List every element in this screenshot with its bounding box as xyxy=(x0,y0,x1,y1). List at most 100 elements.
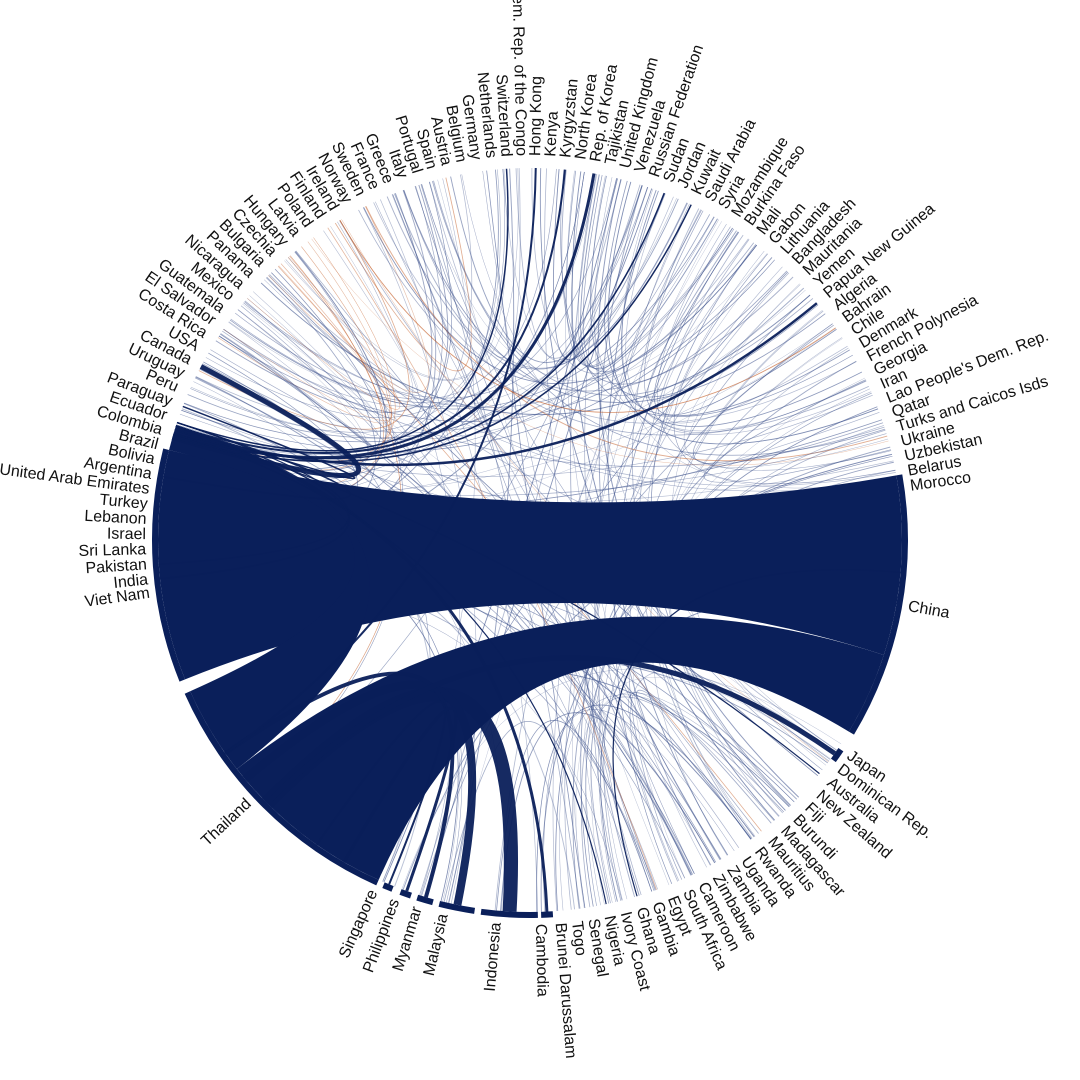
segment-japan xyxy=(830,748,844,763)
minor-flow xyxy=(531,168,749,374)
minor-flow xyxy=(661,244,848,424)
minor-flow xyxy=(187,198,679,439)
minor-flow xyxy=(553,169,653,360)
flow-hong-kong-to-thailand xyxy=(224,168,537,755)
minor-flow xyxy=(246,225,414,404)
minor-flow xyxy=(647,230,805,402)
flow-japan-to-thailand xyxy=(265,655,837,805)
flow-thailand-to-viet-nam xyxy=(169,425,370,770)
minor-flow xyxy=(604,180,850,417)
flow-papua-new-guinea-to-viet-nam xyxy=(174,302,818,467)
minor-flow xyxy=(365,205,888,462)
label-pakistan: Pakistan xyxy=(85,556,147,577)
minor-flow xyxy=(683,284,889,468)
segment-viet-nam xyxy=(152,448,186,682)
minor-flow xyxy=(432,180,886,456)
flow-malaysia-to-thailand xyxy=(242,680,477,906)
flow-kyrgyzstan-to-viet-nam xyxy=(175,169,566,454)
segment-philippines xyxy=(399,889,412,899)
minor-flow xyxy=(429,168,521,358)
minor-flow xyxy=(450,176,666,363)
label-togo: Togo xyxy=(568,920,589,957)
flow-ghana-to-china xyxy=(612,569,901,897)
label-malaysia: Malaysia xyxy=(421,912,452,977)
minor-flow xyxy=(363,207,758,385)
flow-india-to-viet-nam xyxy=(159,425,350,580)
label-lebanon: Lebanon xyxy=(84,508,147,528)
minor-flow xyxy=(223,328,885,467)
minor-flow xyxy=(215,184,449,413)
minor-flow xyxy=(402,446,891,890)
minor-flow xyxy=(403,190,688,369)
minor-flow xyxy=(334,177,472,372)
flow-argentina-to-viet-nam xyxy=(163,421,351,500)
segment-cambodia xyxy=(541,911,554,918)
label-dem-rep-of-the-congo: Dem. Rep. of the Congo xyxy=(508,0,529,156)
minor-flow xyxy=(590,175,819,398)
label-cambodia: Cambodia xyxy=(532,924,551,997)
segment-malaysia xyxy=(438,900,476,914)
segment-myanmar xyxy=(416,894,434,906)
label-israel: Israel xyxy=(107,526,146,544)
label-hong-kong: Hong Kong xyxy=(527,76,545,156)
label-india: India xyxy=(113,571,149,592)
flow-canada-to-viet-nam xyxy=(171,364,362,478)
minor-flow xyxy=(653,231,837,416)
flow-myanmar-to-thailand xyxy=(224,671,455,898)
minor-flow xyxy=(635,689,772,861)
minor-flow xyxy=(393,193,688,370)
minor-flow xyxy=(607,181,879,445)
minor-flow xyxy=(190,244,757,440)
flow-australia-to-viet-nam xyxy=(174,429,820,775)
minor-flow xyxy=(536,704,755,912)
minor-flow xyxy=(373,202,857,424)
minor-flow xyxy=(657,223,892,471)
minor-flow xyxy=(269,274,896,487)
flow-singapore-to-thailand xyxy=(315,700,447,885)
minor-flow xyxy=(181,259,775,452)
minor-flow xyxy=(643,210,867,433)
minor-flow xyxy=(594,177,837,751)
label-china: China xyxy=(907,598,951,622)
minor-flow xyxy=(260,282,811,416)
label-sri-lanka: Sri Lanka xyxy=(78,541,146,560)
minor-flow xyxy=(692,324,884,465)
minor-flow xyxy=(268,206,430,393)
flow-switzerland-to-viet-nam xyxy=(176,168,509,452)
minor-flow xyxy=(339,220,836,413)
minor-flow xyxy=(703,379,891,483)
minor-flow xyxy=(229,216,715,410)
segment-indonesia xyxy=(480,908,538,918)
flow-nigeria-to-viet-nam xyxy=(173,433,607,905)
minor-flow xyxy=(230,178,617,404)
minor-flow xyxy=(560,169,853,417)
label-turkey: Turkey xyxy=(99,492,149,513)
minor-flow xyxy=(176,228,735,456)
minor-flow xyxy=(577,173,715,369)
flow-pakistan-to-viet-nam xyxy=(158,422,350,565)
minor-flow xyxy=(403,189,826,403)
flow-philippines-to-thailand xyxy=(342,706,458,892)
minor-flow xyxy=(582,175,733,373)
minor-flow xyxy=(515,168,641,359)
minor-flow xyxy=(566,170,711,368)
minor-flow xyxy=(358,209,869,436)
label-switzerland: Switzerland xyxy=(492,74,514,158)
minor-flow xyxy=(386,196,794,392)
segments xyxy=(152,448,908,918)
label-thailand: Thailand xyxy=(198,795,254,849)
minor-flow xyxy=(401,668,842,890)
minor-flow xyxy=(244,242,755,408)
minor-flow xyxy=(174,174,473,455)
segment-singapore xyxy=(382,882,394,892)
label-indonesia: Indonesia xyxy=(482,922,505,993)
label-kenya: Kenya xyxy=(542,111,561,157)
minor-flow xyxy=(590,696,780,904)
minor-flow xyxy=(561,169,788,385)
segment-china xyxy=(848,474,908,735)
minor-flow xyxy=(433,180,814,396)
major-flows xyxy=(158,168,903,912)
